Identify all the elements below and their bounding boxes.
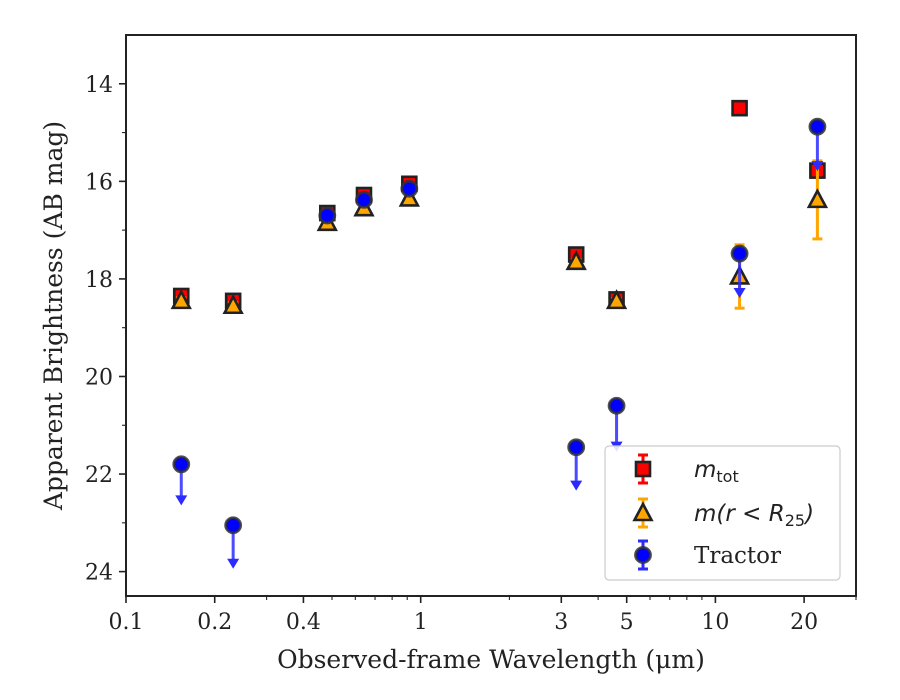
legend: mtot m(r < R25) Tractor <box>604 445 841 581</box>
x-tick-label: 3 <box>554 610 568 635</box>
data-point-tractor <box>730 244 749 263</box>
legend-marker-m25 <box>632 501 654 522</box>
legend-label: mtot <box>694 457 739 486</box>
data-point-m25 <box>222 293 244 315</box>
y-tick-label: 22 <box>85 463 113 488</box>
data-point-mtot <box>731 99 748 117</box>
upper-limit-arrowhead <box>733 287 746 298</box>
upper-limit-arrowhead <box>570 480 583 491</box>
legend-label: m(r < R25) <box>694 501 814 530</box>
x-tick-label: 0.4 <box>286 610 321 635</box>
legend-entry-mtot: mtot <box>634 453 739 486</box>
y-tick-label: 14 <box>85 73 113 98</box>
data-point-m25 <box>565 250 587 271</box>
legend-label: Tractor <box>694 543 781 569</box>
data-marks <box>170 99 829 569</box>
data-point-tractor <box>808 117 827 136</box>
x-tick-label: 20 <box>790 610 818 635</box>
x-tick-label: 10 <box>701 610 729 635</box>
legend-marker-tractor <box>634 546 652 564</box>
data-point-tractor <box>224 516 243 535</box>
legend-box <box>604 445 841 581</box>
series-tractor <box>172 117 827 569</box>
data-point-tractor <box>355 190 373 209</box>
x-tick-label: 0.2 <box>197 610 232 635</box>
upper-limit-arrowhead <box>227 558 240 569</box>
upper-limit-arrowhead <box>811 161 824 172</box>
plot-area <box>125 34 857 597</box>
x-tick-label: 1 <box>414 610 428 635</box>
data-point-tractor <box>172 455 191 474</box>
y-tick-label: 24 <box>85 561 113 586</box>
data-point-tractor <box>607 396 626 415</box>
x-tick-label: 0.1 <box>109 610 144 635</box>
y-tick-label: 20 <box>85 365 113 390</box>
x-tick-label: 5 <box>620 610 634 635</box>
y-tick-label: 18 <box>85 268 113 293</box>
y-axis-title: Apparent Brightness (AB mag) <box>39 121 68 511</box>
data-point-tractor <box>400 179 419 198</box>
legend-entry-m25: m(r < R25) <box>632 497 814 530</box>
x-axis-title: Observed-frame Wavelength (μm) <box>277 645 705 674</box>
series-mtot <box>172 99 826 310</box>
y-tick-label: 16 <box>85 170 113 195</box>
legend-entry-tractor: Tractor <box>634 539 781 571</box>
series-m25 <box>170 159 829 315</box>
legend-marker-mtot <box>634 460 652 478</box>
data-point-m25 <box>170 289 192 310</box>
upper-limit-arrowhead <box>175 495 188 506</box>
y-axis: 14 16 18 20 22 24 <box>85 73 126 586</box>
data-point-tractor <box>567 438 586 457</box>
x-axis: 0.1 0.2 0.4 1 3 5 10 20 <box>109 596 857 635</box>
data-point-m25 <box>806 188 829 209</box>
data-point-m25 <box>605 289 628 310</box>
data-point-tractor <box>318 206 337 225</box>
